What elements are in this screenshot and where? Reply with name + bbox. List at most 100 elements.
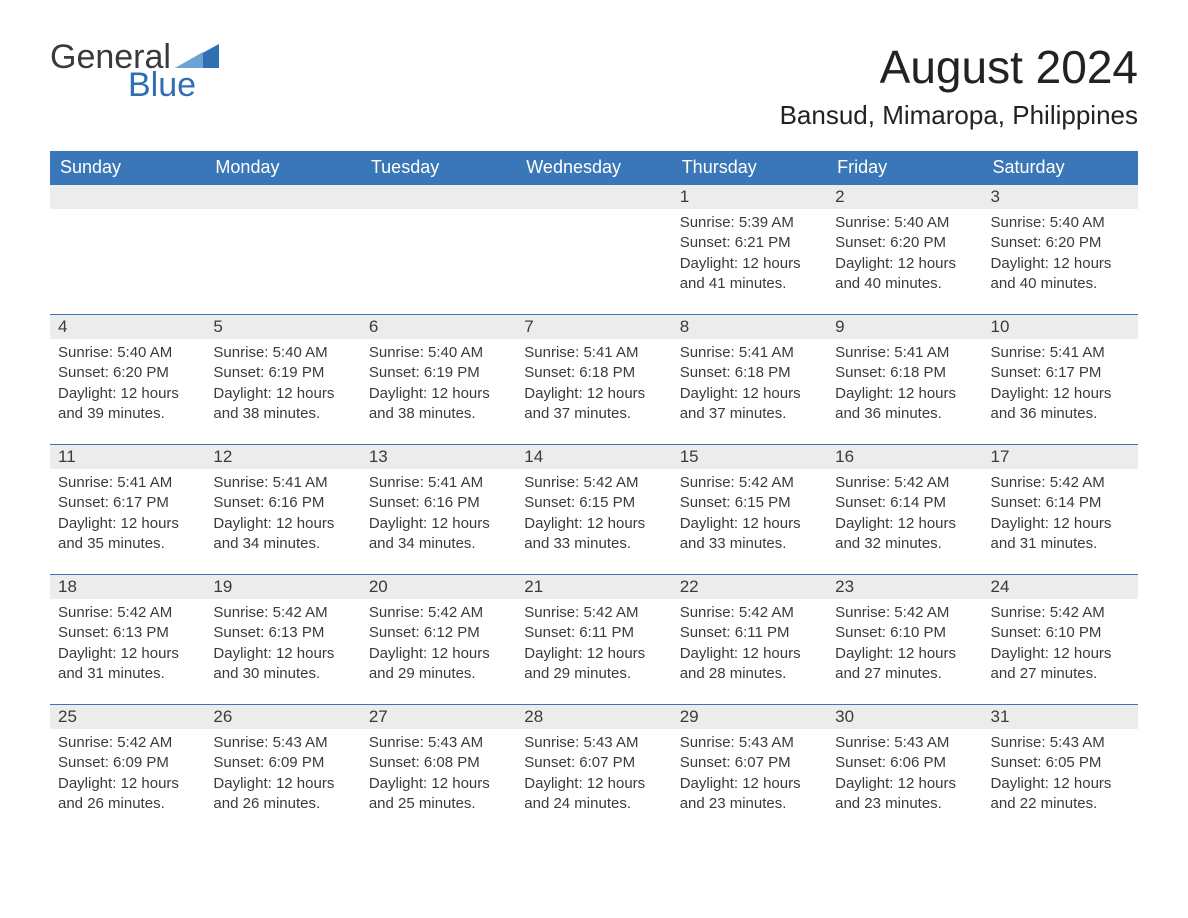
sunrise-text: Sunrise: 5:40 AM <box>835 213 974 233</box>
sunset-text: Sunset: 6:06 PM <box>835 753 974 773</box>
sunset-text: Sunset: 6:19 PM <box>213 363 352 383</box>
daylight-text: Daylight: 12 hours and 36 minutes. <box>835 384 974 425</box>
daylight-text: Daylight: 12 hours and 32 minutes. <box>835 514 974 555</box>
daylight-text: Daylight: 12 hours and 28 minutes. <box>680 644 819 685</box>
day-details: Sunrise: 5:42 AMSunset: 6:13 PMDaylight:… <box>50 599 205 692</box>
weekday-header: Saturday <box>983 151 1138 185</box>
calendar-day-cell: 15Sunrise: 5:42 AMSunset: 6:15 PMDayligh… <box>672 445 827 575</box>
header: General Blue August 2024 Bansud, Mimarop… <box>50 40 1138 131</box>
sunrise-text: Sunrise: 5:42 AM <box>369 603 508 623</box>
calendar-day-cell: 10Sunrise: 5:41 AMSunset: 6:17 PMDayligh… <box>983 315 1138 445</box>
month-title: August 2024 <box>780 40 1138 94</box>
day-details: Sunrise: 5:43 AMSunset: 6:06 PMDaylight:… <box>827 729 982 822</box>
sunrise-text: Sunrise: 5:41 AM <box>524 343 663 363</box>
calendar-week-row: 11Sunrise: 5:41 AMSunset: 6:17 PMDayligh… <box>50 445 1138 575</box>
sunrise-text: Sunrise: 5:42 AM <box>835 473 974 493</box>
day-number: 19 <box>205 575 360 599</box>
calendar-day-cell: 13Sunrise: 5:41 AMSunset: 6:16 PMDayligh… <box>361 445 516 575</box>
sunrise-text: Sunrise: 5:40 AM <box>369 343 508 363</box>
calendar-day-cell: 11Sunrise: 5:41 AMSunset: 6:17 PMDayligh… <box>50 445 205 575</box>
day-details: Sunrise: 5:41 AMSunset: 6:17 PMDaylight:… <box>983 339 1138 432</box>
calendar-day-cell: 7Sunrise: 5:41 AMSunset: 6:18 PMDaylight… <box>516 315 671 445</box>
weekday-header-row: Sunday Monday Tuesday Wednesday Thursday… <box>50 151 1138 185</box>
day-details: Sunrise: 5:43 AMSunset: 6:08 PMDaylight:… <box>361 729 516 822</box>
calendar-day-cell: 31Sunrise: 5:43 AMSunset: 6:05 PMDayligh… <box>983 705 1138 835</box>
sunrise-text: Sunrise: 5:42 AM <box>835 603 974 623</box>
day-details: Sunrise: 5:42 AMSunset: 6:10 PMDaylight:… <box>827 599 982 692</box>
daylight-text: Daylight: 12 hours and 25 minutes. <box>369 774 508 815</box>
day-details: Sunrise: 5:42 AMSunset: 6:15 PMDaylight:… <box>516 469 671 562</box>
sunset-text: Sunset: 6:14 PM <box>991 493 1130 513</box>
sunrise-text: Sunrise: 5:42 AM <box>58 733 197 753</box>
daylight-text: Daylight: 12 hours and 26 minutes. <box>213 774 352 815</box>
day-details: Sunrise: 5:41 AMSunset: 6:16 PMDaylight:… <box>361 469 516 562</box>
sunrise-text: Sunrise: 5:41 AM <box>58 473 197 493</box>
calendar-day-cell: 9Sunrise: 5:41 AMSunset: 6:18 PMDaylight… <box>827 315 982 445</box>
calendar-day-cell: 14Sunrise: 5:42 AMSunset: 6:15 PMDayligh… <box>516 445 671 575</box>
sunrise-text: Sunrise: 5:42 AM <box>213 603 352 623</box>
day-details: Sunrise: 5:41 AMSunset: 6:18 PMDaylight:… <box>827 339 982 432</box>
day-details: Sunrise: 5:43 AMSunset: 6:07 PMDaylight:… <box>516 729 671 822</box>
logo-word2: Blue <box>128 68 219 102</box>
sunrise-text: Sunrise: 5:42 AM <box>58 603 197 623</box>
daylight-text: Daylight: 12 hours and 22 minutes. <box>991 774 1130 815</box>
calendar-day-cell: 8Sunrise: 5:41 AMSunset: 6:18 PMDaylight… <box>672 315 827 445</box>
day-number <box>50 185 205 209</box>
sunrise-text: Sunrise: 5:40 AM <box>58 343 197 363</box>
calendar-day-cell: 29Sunrise: 5:43 AMSunset: 6:07 PMDayligh… <box>672 705 827 835</box>
sunset-text: Sunset: 6:18 PM <box>835 363 974 383</box>
daylight-text: Daylight: 12 hours and 30 minutes. <box>213 644 352 685</box>
daylight-text: Daylight: 12 hours and 33 minutes. <box>524 514 663 555</box>
sunset-text: Sunset: 6:10 PM <box>991 623 1130 643</box>
day-number: 12 <box>205 445 360 469</box>
calendar-day-cell: 25Sunrise: 5:42 AMSunset: 6:09 PMDayligh… <box>50 705 205 835</box>
day-details: Sunrise: 5:40 AMSunset: 6:20 PMDaylight:… <box>983 209 1138 302</box>
sunrise-text: Sunrise: 5:43 AM <box>524 733 663 753</box>
sunrise-text: Sunrise: 5:43 AM <box>213 733 352 753</box>
day-number: 21 <box>516 575 671 599</box>
day-number <box>205 185 360 209</box>
sunset-text: Sunset: 6:09 PM <box>58 753 197 773</box>
sunset-text: Sunset: 6:19 PM <box>369 363 508 383</box>
sunrise-text: Sunrise: 5:43 AM <box>680 733 819 753</box>
daylight-text: Daylight: 12 hours and 34 minutes. <box>213 514 352 555</box>
day-details: Sunrise: 5:42 AMSunset: 6:11 PMDaylight:… <box>672 599 827 692</box>
calendar-day-cell: 18Sunrise: 5:42 AMSunset: 6:13 PMDayligh… <box>50 575 205 705</box>
sunset-text: Sunset: 6:17 PM <box>58 493 197 513</box>
day-details: Sunrise: 5:41 AMSunset: 6:16 PMDaylight:… <box>205 469 360 562</box>
calendar-day-cell: 20Sunrise: 5:42 AMSunset: 6:12 PMDayligh… <box>361 575 516 705</box>
day-number: 23 <box>827 575 982 599</box>
calendar-day-cell: 26Sunrise: 5:43 AMSunset: 6:09 PMDayligh… <box>205 705 360 835</box>
logo: General Blue <box>50 40 219 102</box>
sunrise-text: Sunrise: 5:41 AM <box>835 343 974 363</box>
day-details: Sunrise: 5:41 AMSunset: 6:17 PMDaylight:… <box>50 469 205 562</box>
sunrise-text: Sunrise: 5:42 AM <box>524 473 663 493</box>
calendar-day-cell: 16Sunrise: 5:42 AMSunset: 6:14 PMDayligh… <box>827 445 982 575</box>
calendar-week-row: 25Sunrise: 5:42 AMSunset: 6:09 PMDayligh… <box>50 705 1138 835</box>
day-details <box>361 209 516 221</box>
daylight-text: Daylight: 12 hours and 31 minutes. <box>991 514 1130 555</box>
calendar-day-cell: 3Sunrise: 5:40 AMSunset: 6:20 PMDaylight… <box>983 185 1138 315</box>
day-details: Sunrise: 5:42 AMSunset: 6:09 PMDaylight:… <box>50 729 205 822</box>
weekday-header: Thursday <box>672 151 827 185</box>
day-details: Sunrise: 5:41 AMSunset: 6:18 PMDaylight:… <box>516 339 671 432</box>
day-number: 3 <box>983 185 1138 209</box>
sunrise-text: Sunrise: 5:43 AM <box>369 733 508 753</box>
day-number: 14 <box>516 445 671 469</box>
sunset-text: Sunset: 6:16 PM <box>213 493 352 513</box>
day-details: Sunrise: 5:40 AMSunset: 6:19 PMDaylight:… <box>361 339 516 432</box>
calendar-day-cell: 21Sunrise: 5:42 AMSunset: 6:11 PMDayligh… <box>516 575 671 705</box>
day-number: 27 <box>361 705 516 729</box>
sunset-text: Sunset: 6:11 PM <box>524 623 663 643</box>
day-details: Sunrise: 5:42 AMSunset: 6:14 PMDaylight:… <box>983 469 1138 562</box>
daylight-text: Daylight: 12 hours and 35 minutes. <box>58 514 197 555</box>
sunset-text: Sunset: 6:09 PM <box>213 753 352 773</box>
calendar-day-cell <box>205 185 360 315</box>
sunrise-text: Sunrise: 5:43 AM <box>835 733 974 753</box>
sunset-text: Sunset: 6:07 PM <box>680 753 819 773</box>
calendar-day-cell <box>361 185 516 315</box>
daylight-text: Daylight: 12 hours and 37 minutes. <box>524 384 663 425</box>
day-number: 11 <box>50 445 205 469</box>
day-number: 15 <box>672 445 827 469</box>
day-number: 8 <box>672 315 827 339</box>
